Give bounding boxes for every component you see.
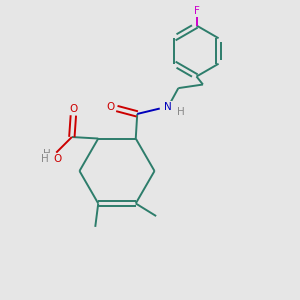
Text: N: N — [164, 102, 172, 112]
Text: O: O — [69, 104, 77, 114]
Text: H: H — [177, 107, 185, 117]
Text: O: O — [106, 102, 114, 112]
Text: O: O — [54, 154, 62, 164]
Text: H: H — [43, 149, 50, 159]
Text: F: F — [194, 5, 200, 16]
Text: H: H — [41, 154, 49, 164]
